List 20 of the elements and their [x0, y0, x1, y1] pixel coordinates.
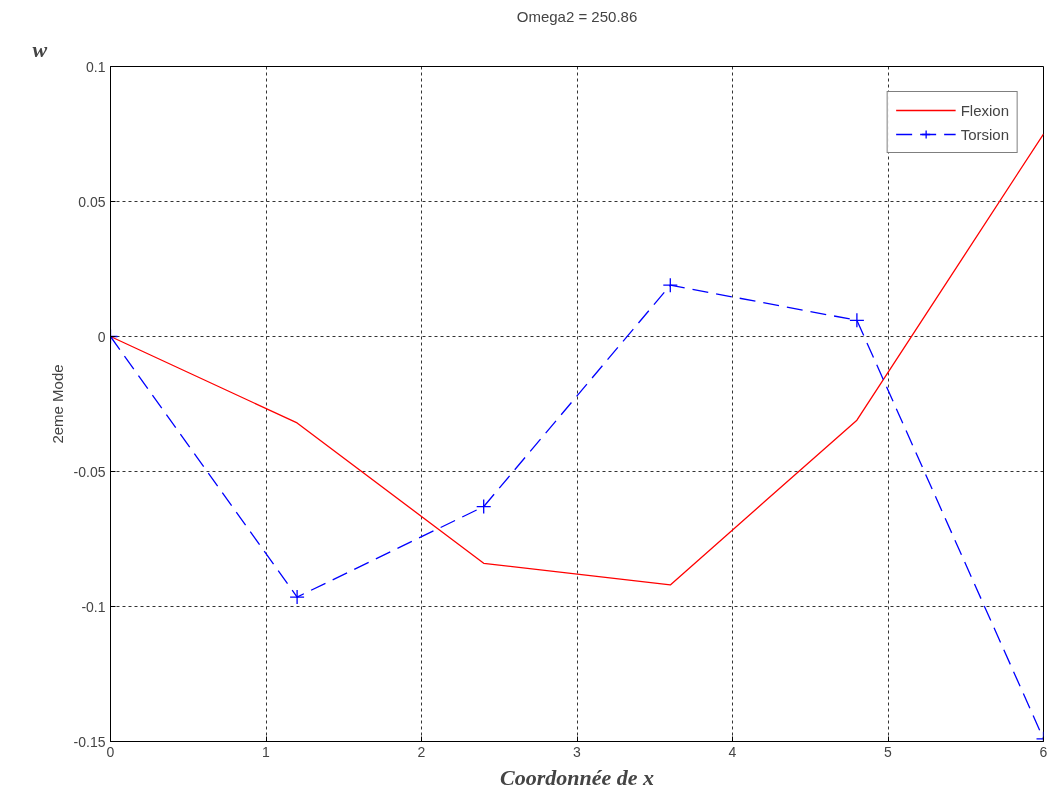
x-tick-label: 1: [262, 743, 271, 760]
y-tick-label: -0.15: [73, 733, 106, 750]
x-tick-label: 3: [573, 743, 582, 760]
point: [662, 277, 678, 293]
legend-label: Torsion: [960, 125, 1009, 143]
text: w: [32, 36, 48, 62]
x-tick-label: 2: [417, 743, 426, 760]
x-tick-label: 5: [884, 743, 893, 760]
y-axis-title: 2eme Mode: [48, 364, 66, 444]
x-tick-label: 4: [728, 743, 737, 760]
legend-label: Flexion: [960, 101, 1009, 119]
y-tick-label: -0.05: [73, 463, 106, 480]
y-tick-label: 0.05: [78, 193, 106, 210]
y-tick-label: -0.1: [81, 598, 106, 615]
x-tick-label: 6: [1039, 743, 1048, 760]
chart-title: Omega2 = 250.86: [516, 7, 638, 25]
point: [476, 498, 492, 515]
x-axis-title: Coordonnée de x: [500, 764, 654, 790]
y-tick-label: 0.1: [86, 58, 106, 75]
y-tick-label: 0: [97, 328, 106, 345]
